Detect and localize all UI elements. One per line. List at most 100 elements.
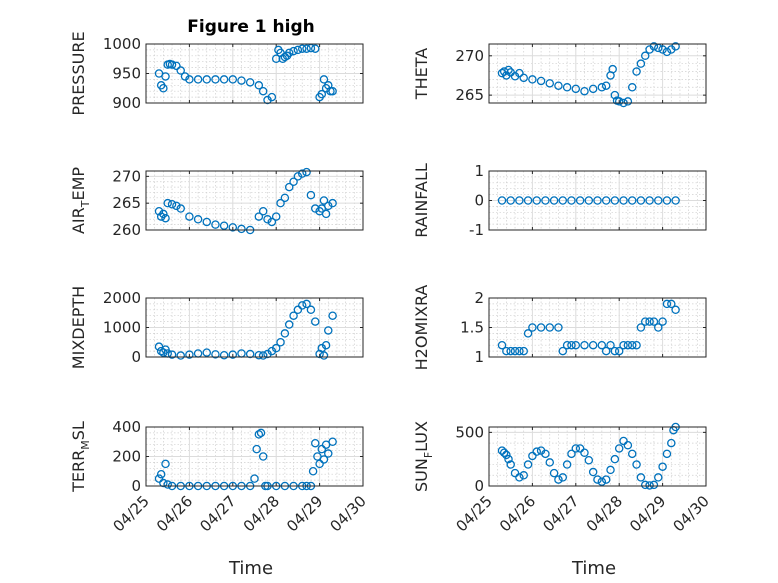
data-point: [645, 481, 654, 490]
data-point: [245, 78, 255, 87]
data-point: [510, 346, 520, 356]
y-axis-label: PRESSURE: [69, 31, 88, 115]
data-point: [317, 444, 327, 454]
y-tick-label: 265: [455, 86, 484, 104]
data-point: [580, 448, 589, 457]
data-point: [558, 346, 568, 356]
data-point: [640, 317, 650, 326]
data-point: [293, 172, 303, 181]
series-air-temp: [154, 167, 337, 235]
data-point: [497, 68, 507, 78]
data-point: [159, 209, 168, 219]
data-point: [654, 323, 663, 332]
data-point: [254, 350, 264, 360]
x-tick-label: 04/25: [453, 492, 496, 535]
data-point: [593, 196, 602, 205]
data-point: [588, 467, 598, 477]
data-point: [588, 340, 598, 350]
data-point: [506, 460, 515, 469]
data-point: [614, 346, 624, 356]
data-point: [571, 84, 581, 94]
data-point: [636, 473, 646, 482]
data-point: [597, 83, 607, 92]
data-point: [193, 75, 203, 84]
data-point: [228, 75, 238, 84]
series-h2omixra: [497, 299, 680, 356]
data-point: [627, 340, 637, 350]
x-tick-label: 04/25: [110, 492, 153, 535]
data-point: [640, 480, 650, 490]
data-point: [667, 438, 676, 448]
y-tick-label: 265: [112, 194, 141, 212]
data-point: [271, 54, 281, 64]
data-point: [311, 438, 320, 448]
subplot-h2omixra: 1 1.5 2 H2OMIXRA: [412, 285, 707, 370]
data-point: [567, 340, 576, 350]
subplot-pressure: 900 950 1000 PRESSURE: [69, 31, 364, 116]
data-point: [654, 473, 663, 482]
y-tick-label: 400: [112, 418, 141, 436]
data-point: [532, 196, 541, 205]
data-point: [658, 45, 667, 54]
data-point: [211, 75, 220, 84]
data-point: [545, 323, 555, 332]
data-point: [271, 343, 281, 353]
data-point: [154, 474, 164, 483]
data-point: [523, 196, 533, 205]
data-point: [321, 340, 331, 350]
x-tick-label: 04/26: [153, 492, 196, 535]
data-point: [176, 351, 185, 360]
x-axis-label-right: Time: [571, 558, 616, 579]
y-tick-label: 1: [474, 348, 484, 366]
subplot-rainfall: -1 0 1 RAINFALL: [412, 162, 707, 239]
x-tick-label: 04/30: [327, 492, 370, 535]
y-tick-label: -1: [469, 221, 484, 239]
data-point: [284, 320, 294, 329]
data-point: [649, 42, 659, 51]
data-point: [506, 346, 515, 356]
data-point: [254, 430, 264, 439]
data-point: [280, 193, 290, 203]
data-point: [649, 317, 659, 326]
axes-frame: [145, 426, 364, 487]
data-point: [163, 480, 172, 489]
data-point: [562, 83, 572, 92]
data-point: [315, 459, 324, 469]
data-point: [502, 346, 511, 356]
data-point: [601, 475, 611, 484]
y-tick-label: 900: [112, 94, 141, 112]
data-point: [662, 449, 672, 459]
data-point: [515, 68, 524, 78]
data-point: [302, 167, 311, 177]
data-point: [228, 223, 238, 232]
plot-area: [489, 427, 706, 486]
x-tick-label: 04/29: [626, 492, 669, 535]
data-point: [519, 471, 528, 480]
data-point: [532, 447, 541, 456]
data-point: [523, 329, 533, 338]
data-point: [619, 340, 628, 350]
data-point: [584, 196, 594, 205]
data-point: [667, 299, 676, 309]
data-point: [636, 196, 646, 205]
data-point: [280, 329, 290, 338]
data-point: [562, 460, 572, 469]
data-point: [289, 177, 298, 186]
data-point: [219, 350, 229, 360]
data-point: [302, 44, 311, 53]
data-point: [271, 212, 281, 221]
data-point: [554, 475, 563, 484]
y-tick-label: 1: [474, 162, 484, 180]
y-axis-label: AIRTEMP: [69, 167, 92, 234]
data-point: [623, 440, 633, 450]
data-point: [252, 444, 261, 454]
y-axis-label: RAINFALL: [412, 163, 431, 238]
data-point: [284, 48, 294, 58]
x-tick-label: 04/29: [283, 492, 326, 535]
data-point: [185, 350, 194, 359]
data-point: [237, 76, 246, 85]
series-rainfall: [497, 196, 680, 205]
data-point: [311, 44, 320, 53]
data-point: [228, 350, 238, 359]
